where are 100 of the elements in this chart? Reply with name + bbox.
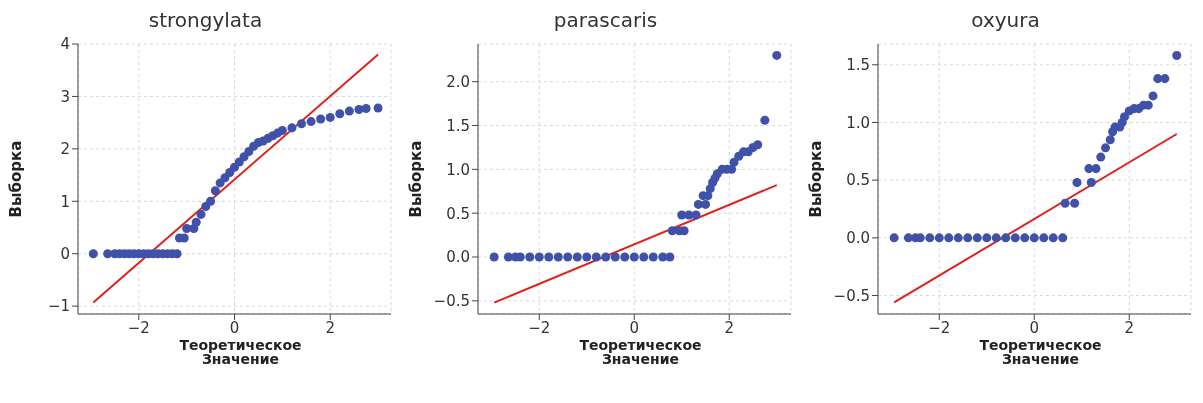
point — [489, 252, 499, 262]
point — [1160, 74, 1170, 84]
point — [572, 252, 582, 262]
point — [700, 199, 711, 209]
x-axis-title: Теоретическое Значение — [578, 337, 703, 367]
point — [639, 252, 649, 262]
point — [953, 233, 963, 243]
chart-title: strongylata — [147, 8, 264, 34]
point — [1172, 51, 1182, 61]
point — [335, 109, 345, 119]
point — [582, 252, 592, 262]
x-tick-label: 0 — [1029, 318, 1040, 337]
y-tick-label: −1 — [47, 297, 70, 316]
chart-title: parascaris — [552, 8, 659, 34]
point — [1070, 198, 1080, 208]
y-tick-label: 1.0 — [846, 113, 870, 132]
point — [1100, 143, 1111, 153]
x-tick-label: 0 — [629, 318, 640, 337]
x-tick-label: 0 — [229, 318, 240, 337]
point — [1096, 152, 1106, 162]
y-tick-label: 1.5 — [446, 116, 470, 135]
y-tick-label: 0 — [60, 245, 70, 264]
point — [691, 210, 701, 220]
point — [934, 233, 944, 243]
point — [196, 209, 206, 219]
point — [1091, 164, 1101, 174]
point — [103, 249, 113, 259]
point — [601, 252, 611, 262]
point — [889, 233, 899, 243]
point — [760, 115, 770, 125]
y-axis-title: Выборка — [807, 140, 826, 218]
point — [620, 252, 630, 262]
y-tick-label: 2 — [60, 140, 70, 159]
y-tick-label: 3 — [60, 87, 70, 106]
y-tick-label: −0.5 — [833, 286, 870, 305]
point — [610, 252, 620, 262]
x-tick-label: 2 — [724, 318, 735, 337]
point — [361, 103, 371, 113]
point — [306, 117, 316, 127]
y-tick-label: −0.5 — [433, 292, 470, 311]
x-tick-label: −2 — [127, 318, 150, 337]
y-tick-label: 0.0 — [846, 229, 870, 248]
point — [206, 196, 216, 206]
point — [648, 252, 658, 262]
y-tick-label: 1.5 — [846, 56, 870, 75]
point — [1010, 233, 1020, 243]
point — [296, 119, 307, 129]
point — [1105, 135, 1115, 145]
point — [1039, 233, 1049, 243]
point — [88, 249, 98, 259]
point — [287, 123, 297, 133]
point — [344, 106, 354, 116]
point — [544, 252, 554, 262]
point — [373, 103, 383, 113]
y-tick-label: 4 — [60, 35, 70, 54]
point — [1029, 233, 1039, 243]
x-tick-label: −2 — [528, 318, 551, 337]
y-axis-title: Выборка — [7, 140, 26, 218]
point — [563, 252, 573, 262]
point — [325, 112, 335, 122]
point — [1001, 233, 1011, 243]
y-tick-label: 1.0 — [446, 160, 470, 179]
y-tick-label: 0.5 — [846, 171, 870, 190]
point — [982, 233, 992, 243]
x-tick-label: −2 — [928, 318, 951, 337]
point — [753, 140, 763, 150]
point — [1086, 177, 1096, 187]
point — [229, 162, 240, 172]
point — [591, 252, 601, 262]
chart-title: oxyura — [970, 8, 1041, 34]
x-tick-label: 2 — [325, 318, 335, 337]
x-axis-title: Теоретическое Значение — [978, 337, 1103, 367]
y-tick-label: 0.0 — [446, 248, 470, 267]
point — [1048, 233, 1058, 243]
x-axis-title: Теоретическое Значение — [178, 337, 303, 367]
point — [944, 233, 954, 243]
point — [534, 252, 544, 262]
y-tick-label: 0.5 — [446, 204, 470, 223]
point — [553, 252, 563, 262]
x-tick-label: 2 — [1124, 318, 1135, 337]
point — [629, 252, 639, 262]
point — [772, 50, 782, 60]
point — [277, 126, 287, 136]
point — [963, 233, 973, 243]
y-tick-label: 2.0 — [446, 73, 470, 92]
point — [210, 186, 220, 196]
y-axis-title: Выборка — [407, 140, 426, 218]
point — [1148, 91, 1158, 101]
point — [1072, 177, 1082, 187]
point — [1153, 74, 1163, 84]
point — [665, 252, 675, 262]
point — [1060, 198, 1070, 208]
point — [991, 233, 1001, 243]
point — [729, 157, 739, 167]
point — [316, 114, 326, 124]
point — [1058, 233, 1068, 243]
point — [972, 233, 982, 243]
point — [525, 252, 535, 262]
point — [191, 217, 201, 227]
y-tick-label: 1 — [60, 192, 70, 211]
